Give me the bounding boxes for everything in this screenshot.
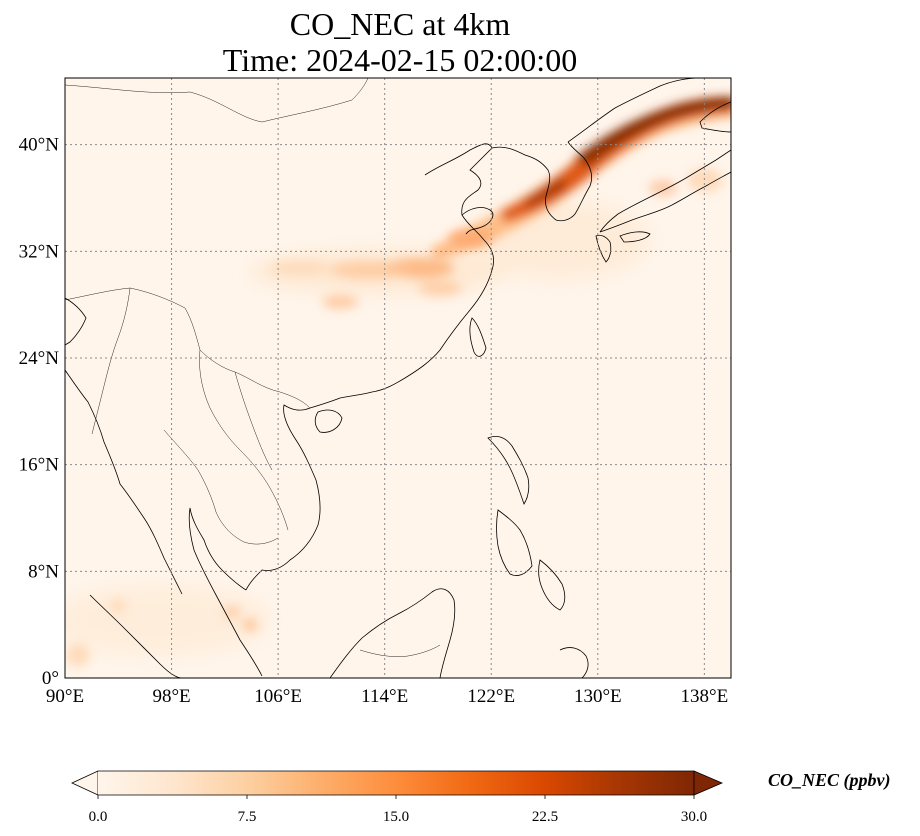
country-borders xyxy=(65,78,441,657)
japan-hokkaido xyxy=(699,101,731,133)
border-thailand-cambodia xyxy=(163,429,279,545)
japan-kyushu xyxy=(595,234,612,263)
japan-honshu-north xyxy=(599,149,731,233)
title-line-1: CO_NEC at 4km xyxy=(289,6,511,42)
korea-coast xyxy=(491,141,592,222)
india-edge xyxy=(65,297,87,346)
china-coastline xyxy=(309,143,494,409)
colorbar-ticks: 0.0 7.5 15.0 22.5 30.0 xyxy=(89,795,707,825)
plume-patch-shanghai xyxy=(448,229,492,247)
lat-tick-label: 8°N xyxy=(28,561,59,582)
coastlines xyxy=(65,78,731,678)
lon-tick-label: 98°E xyxy=(152,686,190,707)
plume-patch-malaysia-2 xyxy=(243,619,257,631)
colorbar-label: CO_NEC (ppbv) xyxy=(768,770,891,790)
colorbar-extend-min xyxy=(71,770,99,796)
map-panel xyxy=(64,77,732,679)
myanmar-coast xyxy=(65,369,183,595)
lat-tick-label: 32°N xyxy=(19,241,60,262)
plume-patch-hunan xyxy=(322,295,358,309)
title-line-2: Time: 2024-02-15 02:00:00 xyxy=(222,42,578,78)
lat-tick-label: 16°N xyxy=(19,455,60,476)
lon-tick-label: 114°E xyxy=(361,686,408,707)
russia-coast xyxy=(567,78,701,143)
colorbar: 0.0 7.5 15.0 22.5 30.0 xyxy=(71,770,724,825)
plume-patch-malaysia-1 xyxy=(224,606,240,618)
lat-tick-label: 24°N xyxy=(19,348,60,369)
border-laos-vietnam xyxy=(199,349,289,531)
vietnam-coast xyxy=(245,404,321,591)
plume-band-core xyxy=(575,97,731,166)
longitude-labels: 90°E 98°E 106°E 114°E 122°E 130°E 138°E xyxy=(46,686,728,707)
map-frame xyxy=(64,77,732,679)
philippines-visayas xyxy=(496,509,533,576)
japan-shikoku xyxy=(619,231,651,243)
malay-peninsula xyxy=(188,507,263,677)
lon-tick-label: 106°E xyxy=(254,686,302,707)
lon-tick-label: 130°E xyxy=(574,686,622,707)
lat-tick-label: 0° xyxy=(42,668,59,689)
colorbar-tick-label: 7.5 xyxy=(238,809,257,825)
japan-honshu-south xyxy=(599,171,731,233)
colorbar-tick-label: 22.5 xyxy=(532,809,558,825)
colorbar-extend-max xyxy=(693,770,724,796)
plume-patch-sumatra xyxy=(110,599,126,613)
border-myanmar-west xyxy=(91,287,131,435)
border-borneo xyxy=(359,644,441,657)
colorbar-tick-label: 0.0 xyxy=(89,809,108,825)
sulawesi-coast xyxy=(559,647,589,678)
taiwan xyxy=(469,317,487,357)
philippines-luzon xyxy=(487,436,530,505)
philippines-mindanao xyxy=(538,559,566,611)
hainan xyxy=(314,409,343,433)
plume-patch-japan-east xyxy=(687,168,723,192)
map-title: CO_NEC at 4km Time: 2024-02-15 02:00:00 xyxy=(0,6,800,78)
plume-patch-jiangxi xyxy=(418,280,462,296)
lon-tick-label: 90°E xyxy=(46,686,84,707)
borneo-coast xyxy=(329,588,456,678)
plume-patch-honshu xyxy=(649,180,677,196)
shandong-coast xyxy=(461,207,494,235)
colorbar-tick-label: 15.0 xyxy=(383,809,409,825)
plume-band-korea xyxy=(525,176,566,208)
map-background xyxy=(65,78,731,678)
border-laos-inner xyxy=(234,371,273,471)
plume-patch-hubei xyxy=(330,261,410,279)
colorbar-gradient xyxy=(98,771,694,795)
lon-tick-label: 122°E xyxy=(467,686,515,707)
latitude-labels: 0° 8°N 16°N 24°N 32°N 40°N xyxy=(19,135,60,689)
border-mongolia xyxy=(65,78,369,123)
plume-patch-sichuan xyxy=(270,261,330,275)
colorbar-tick-label: 30.0 xyxy=(681,809,707,825)
lat-tick-label: 40°N xyxy=(19,135,60,156)
lon-tick-label: 138°E xyxy=(681,686,729,707)
plume-patch-sw-corner xyxy=(66,643,90,667)
